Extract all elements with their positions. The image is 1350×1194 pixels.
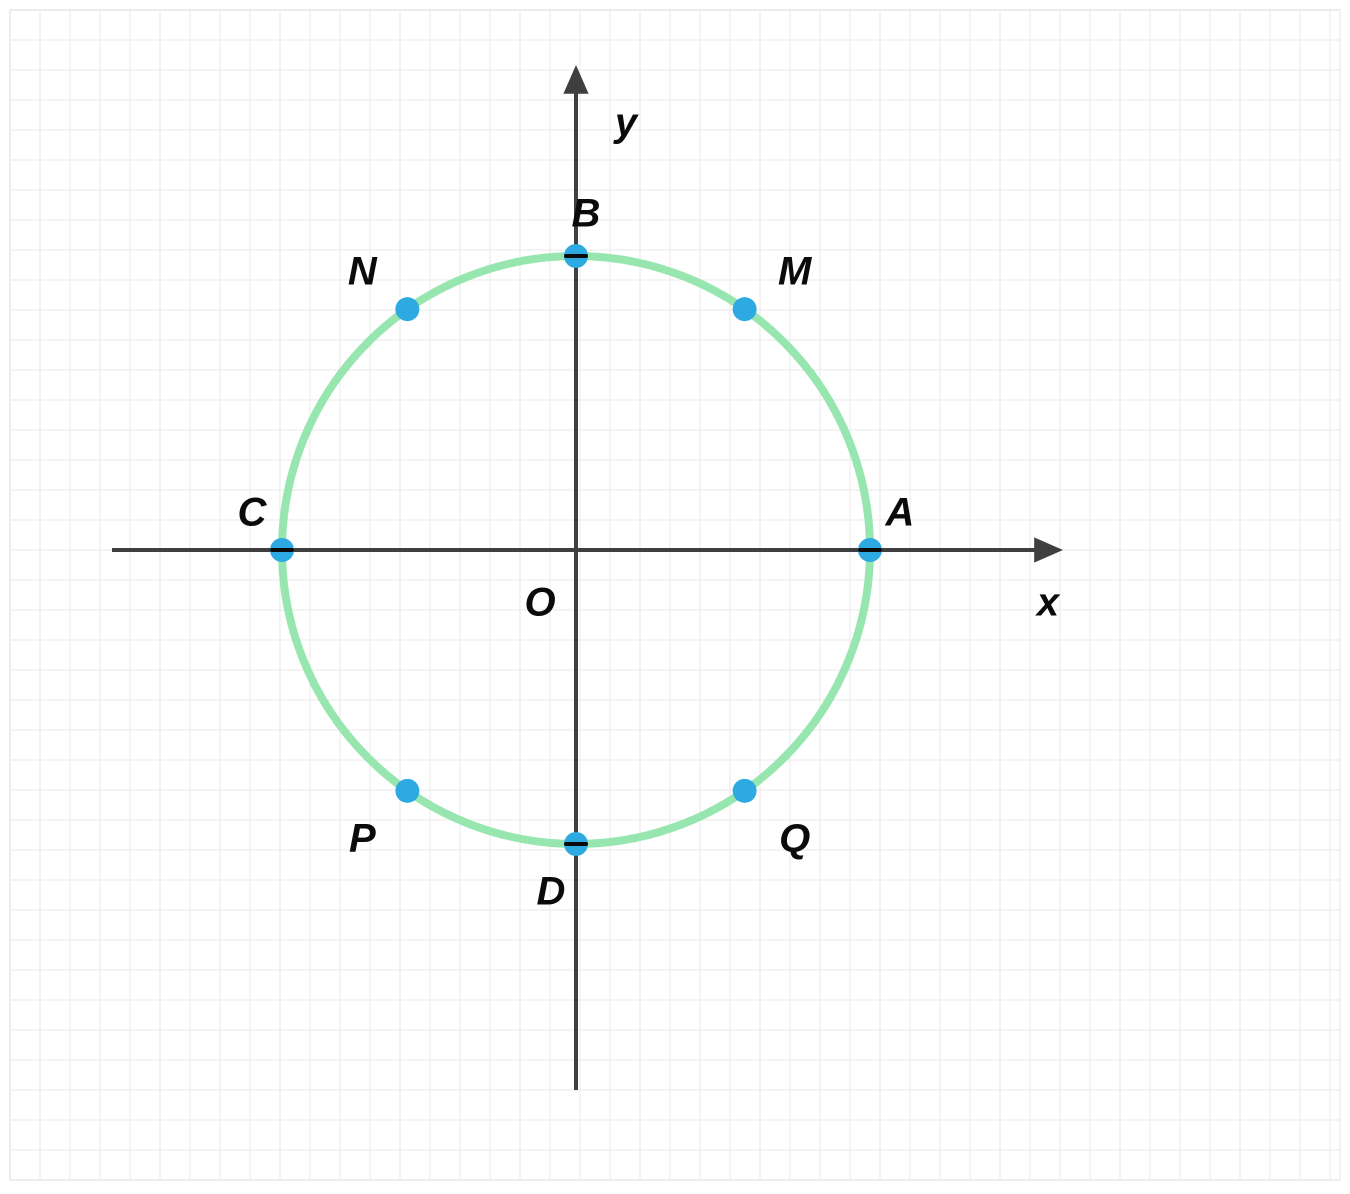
o-label: O [524,581,555,625]
y-label: y [613,101,639,145]
label-b: B [572,192,601,236]
label-m: M [778,250,813,294]
label-p: P [349,816,376,860]
label-a: A [885,491,915,535]
label-c: C [238,491,268,535]
label-q: Q [779,816,810,860]
labels: x y O A M B N C P D Q [238,101,1061,914]
label-d: D [537,870,566,914]
grid [10,10,1340,1180]
unit-circle-diagram: x y O A M B N C P D Q [0,0,1350,1194]
x-label: x [1035,581,1061,625]
point-n [395,297,419,321]
point-q [733,779,757,803]
point-m [733,297,757,321]
label-n: N [348,250,378,294]
point-p [395,779,419,803]
